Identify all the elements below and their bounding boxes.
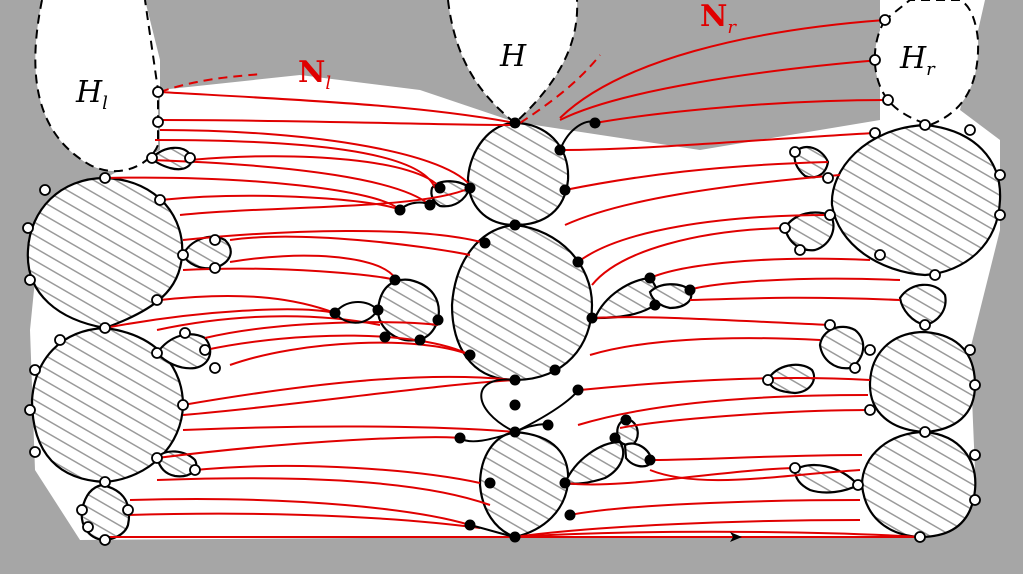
cell-right-2 xyxy=(868,330,977,434)
red-dashed xyxy=(159,54,601,124)
label-hl-main: H xyxy=(76,75,103,110)
label-nr-main: N xyxy=(700,0,728,34)
label-hl: Hl xyxy=(76,78,108,113)
label-hl-sub: l xyxy=(102,93,108,114)
label-hr: Hr xyxy=(900,44,935,79)
hole-h xyxy=(447,0,579,125)
cell-right-small-1 xyxy=(898,283,947,327)
label-nl-main: N xyxy=(298,55,326,90)
label-hr-sub: r xyxy=(926,59,935,80)
white-nodes xyxy=(22,14,1006,546)
cell-right-small-3 xyxy=(783,211,835,252)
label-nl: Nl xyxy=(298,58,331,93)
label-nr-sub: r xyxy=(727,17,737,38)
label-nr: Nr xyxy=(700,2,736,37)
cell-small-1 xyxy=(150,146,193,171)
cell-mid-r-2 xyxy=(563,440,625,485)
red-paths xyxy=(104,19,921,538)
cell-center-top xyxy=(466,121,570,227)
bottom-arrowhead xyxy=(730,532,742,542)
cell-right-1 xyxy=(830,123,1002,277)
hole-hl xyxy=(34,0,159,173)
hatched-cells xyxy=(26,121,1002,542)
label-h-main: H xyxy=(500,39,527,74)
hole-hr xyxy=(873,0,980,127)
label-nl-sub: l xyxy=(325,73,332,94)
label-hr-main: H xyxy=(900,41,927,76)
cell-right-3 xyxy=(860,430,977,539)
label-h: H xyxy=(500,42,526,72)
black-nodes xyxy=(329,117,696,543)
cell-right-small-6 xyxy=(793,463,860,494)
cell-mid-1 xyxy=(376,278,440,342)
